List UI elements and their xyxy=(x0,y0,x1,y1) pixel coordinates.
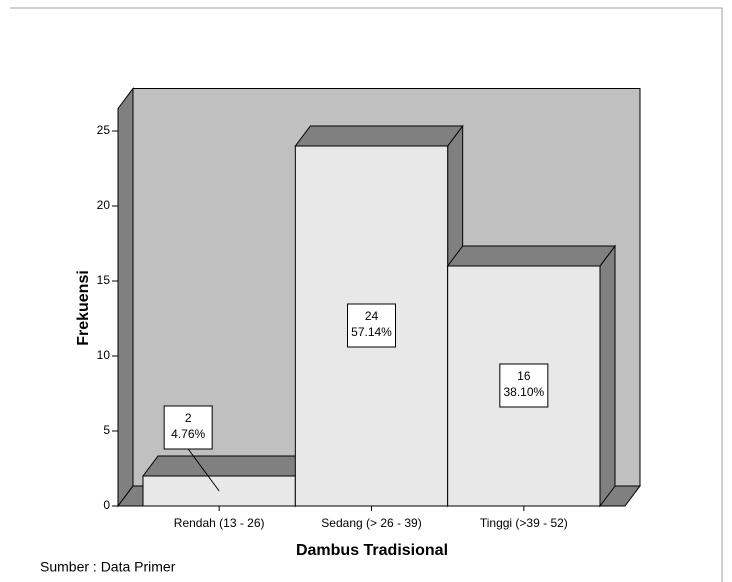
bar-top xyxy=(446,245,616,267)
y-tick-label: 10 xyxy=(97,348,111,362)
label-box xyxy=(499,363,549,408)
side-wall xyxy=(117,87,134,508)
value-label: 16 xyxy=(517,369,531,383)
y-tick-label: 15 xyxy=(97,273,111,287)
bar-top xyxy=(142,455,312,477)
percent-label: 38.10% xyxy=(503,385,544,399)
percent-label: 57.14% xyxy=(351,325,392,339)
label-box xyxy=(347,303,396,348)
y-tick-label: 0 xyxy=(103,498,110,512)
x-tick-label: Rendah (13 - 26) xyxy=(174,516,265,530)
y-tick-label: 20 xyxy=(97,198,111,212)
percent-label: 4.76% xyxy=(171,427,205,441)
y-tick-label: 5 xyxy=(103,423,110,437)
footnote: Sumber : Data Primer xyxy=(40,559,176,575)
frame xyxy=(10,7,723,582)
bar-side xyxy=(599,244,616,508)
value-label: 2 xyxy=(185,411,192,425)
x-tick-label: Sedang (> 26 - 39) xyxy=(321,516,421,530)
value-label: 24 xyxy=(365,309,379,323)
x-tick-label: Tinggi (>39 - 52) xyxy=(480,516,568,530)
bar-top xyxy=(294,125,464,147)
label-leader xyxy=(187,448,220,492)
y-axis-label: Frekuensi xyxy=(75,270,92,346)
x-axis-label: Dambus Tradisional xyxy=(296,542,448,559)
label-box xyxy=(163,405,213,450)
y-tick-label: 25 xyxy=(97,123,111,137)
